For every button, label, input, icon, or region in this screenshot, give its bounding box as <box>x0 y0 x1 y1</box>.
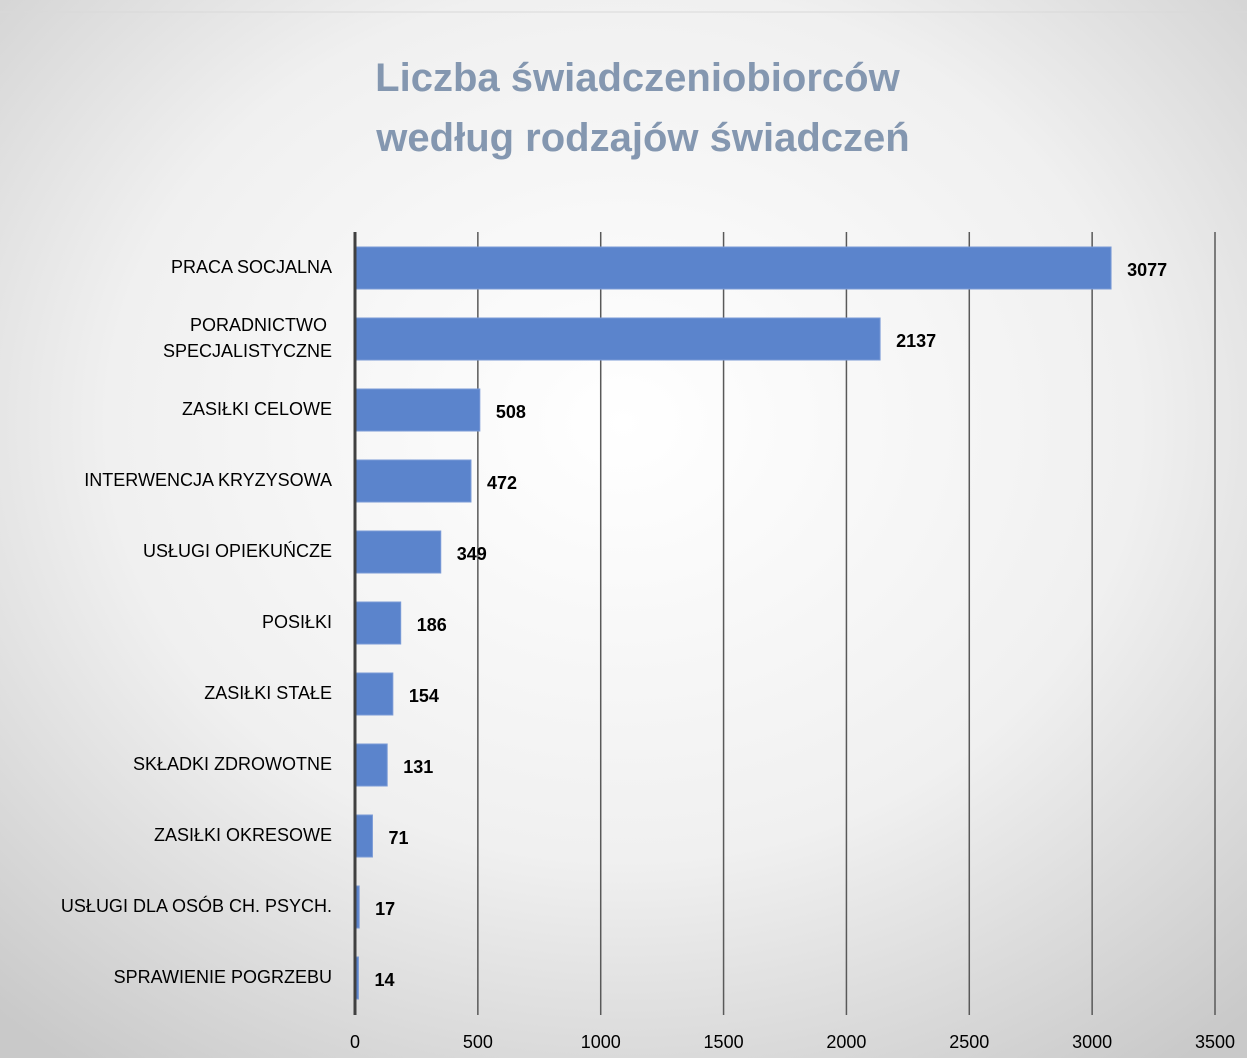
data-label: 508 <box>496 402 526 422</box>
y-tick-label: ZASIŁKI OKRESOWE <box>154 825 332 845</box>
bar <box>354 530 442 574</box>
data-label: 2137 <box>896 331 936 351</box>
x-tick-label: 3000 <box>1072 1032 1112 1052</box>
data-label: 472 <box>487 473 517 493</box>
data-label: 71 <box>388 828 408 848</box>
y-tick-label: POSIŁKI <box>262 612 332 632</box>
y-tick-label: ZASIŁKI STAŁE <box>204 683 332 703</box>
y-tick-label: SPRAWIENIE POGRZEBU <box>114 967 332 987</box>
y-tick-label: SKŁADKI ZDROWOTNE <box>133 754 332 774</box>
x-tick-label: 3500 <box>1195 1032 1235 1052</box>
x-tick-label: 0 <box>350 1032 360 1052</box>
bar <box>354 388 481 432</box>
x-tick-label: 2000 <box>826 1032 866 1052</box>
bar <box>354 317 881 361</box>
data-label: 17 <box>375 899 395 919</box>
bar <box>354 672 394 716</box>
y-tick-label: USŁUGI DLA OSÓB CH. PSYCH. <box>61 895 332 916</box>
y-tick-label: INTERWENCJA KRYZYSOWA <box>84 470 332 490</box>
bar <box>354 743 388 787</box>
data-label: 14 <box>374 970 394 990</box>
data-label: 3077 <box>1127 260 1167 280</box>
y-tick-label: PRACA SOCJALNA <box>171 257 332 277</box>
y-tick-label: ZASIŁKI CELOWE <box>182 399 332 419</box>
data-label: 349 <box>457 544 487 564</box>
data-label: 131 <box>403 757 433 777</box>
x-tick-label: 500 <box>463 1032 493 1052</box>
y-tick-label: PORADNICTWO SPECJALISTYCZNE <box>163 315 332 361</box>
x-tick-label: 1500 <box>704 1032 744 1052</box>
data-label: 154 <box>409 686 439 706</box>
bar <box>354 814 373 858</box>
data-label: 186 <box>417 615 447 635</box>
y-tick-label: USŁUGI OPIEKUŃCZE <box>143 541 332 561</box>
bar <box>354 459 472 503</box>
bar <box>354 246 1112 290</box>
bar <box>354 601 402 645</box>
x-tick-label: 2500 <box>949 1032 989 1052</box>
x-tick-label: 1000 <box>581 1032 621 1052</box>
chart-title: Liczba świadczeniobiorców według rodzajó… <box>375 56 911 160</box>
